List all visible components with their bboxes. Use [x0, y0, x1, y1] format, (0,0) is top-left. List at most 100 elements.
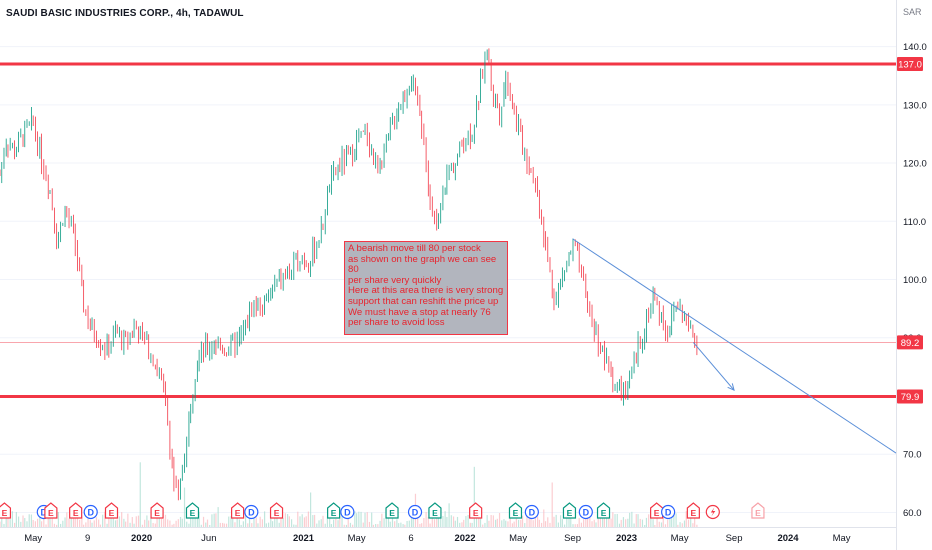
marker-label: D: [248, 507, 255, 517]
dividend-marker[interactable]: D: [83, 504, 98, 520]
split-marker[interactable]: [705, 504, 720, 520]
volume-bar: [110, 512, 112, 527]
volume-bar: [14, 522, 16, 527]
earnings-marker[interactable]: E: [269, 502, 284, 519]
horizontal-levels[interactable]: [0, 62, 896, 399]
volume-bar: [171, 524, 173, 527]
volume-bar: [549, 522, 551, 527]
volume-bar: [580, 522, 583, 527]
dividend-marker[interactable]: D: [661, 504, 676, 520]
volume-bar: [206, 519, 209, 527]
volume-bar: [421, 523, 423, 527]
volume-bar: [629, 512, 631, 527]
volume-bar: [423, 518, 425, 527]
y-tick-label: 110.0: [903, 217, 926, 228]
volume-bar: [482, 524, 484, 527]
symbol-title[interactable]: SAUDI BASIC INDUSTRIES CORP., 4h, TADAWU…: [6, 8, 244, 19]
earnings-marker[interactable]: E: [596, 502, 611, 519]
price-axis[interactable]: SAR60.070.080.090.0100.0110.0120.0130.01…: [896, 0, 932, 550]
x-tick-label: May: [348, 533, 366, 544]
volume-bar: [377, 524, 379, 527]
volume-bar: [194, 516, 196, 527]
earnings-marker[interactable]: E: [150, 502, 164, 519]
dividend-marker[interactable]: D: [244, 504, 259, 520]
volume-bar: [612, 512, 614, 527]
annotation-note[interactable]: A bearish move till 80 per stock as show…: [344, 241, 508, 335]
volume-bar: [270, 514, 272, 527]
dividend-marker[interactable]: D: [524, 504, 539, 520]
volume-bar: [175, 520, 177, 527]
volume-bar: [164, 514, 167, 527]
time-axis[interactable]: May 9 2020 Jun 2021 May 6 2022 May Sep 2023 May Sep 2…: [0, 527, 896, 545]
earnings-marker[interactable]: E: [69, 502, 83, 519]
earnings-marker[interactable]: E: [428, 502, 442, 519]
volume-bar: [349, 522, 352, 527]
earnings-marker[interactable]: E: [562, 502, 577, 519]
volume-bar: [213, 513, 215, 527]
earnings-marker[interactable]: E: [686, 502, 700, 519]
volume-bar: [57, 511, 60, 527]
volume-bar: [118, 516, 121, 527]
volume-bar: [509, 514, 511, 527]
price-label-box: [897, 389, 923, 404]
earnings-marker[interactable]: E: [327, 502, 341, 519]
volume-bar: [89, 520, 91, 527]
volume-bar: [329, 514, 331, 527]
volume-bar: [602, 514, 604, 527]
volume-bar: [574, 524, 576, 527]
volume-bar: [313, 514, 316, 527]
volume-bar: [0, 521, 1, 527]
dividend-marker[interactable]: D: [407, 504, 423, 520]
volume-bar: [501, 520, 503, 527]
dividend-marker[interactable]: D: [340, 504, 355, 520]
volume-bar: [406, 521, 408, 527]
volume-bar: [17, 516, 20, 527]
trendline: [572, 238, 897, 454]
earnings-marker[interactable]: E: [44, 502, 58, 519]
volume-bar: [53, 523, 56, 527]
projection-arrow: [692, 342, 735, 391]
volume-bar: [372, 524, 375, 527]
marker-shape: [327, 502, 341, 519]
earnings-marker[interactable]: E: [185, 502, 200, 519]
volume-bar: [356, 513, 358, 527]
x-tick-label: 6: [408, 533, 413, 544]
volume-bar: [177, 519, 179, 527]
dividend-marker[interactable]: D: [578, 504, 593, 520]
earnings-marker[interactable]: E: [385, 502, 399, 519]
volume-bar: [538, 519, 540, 527]
earnings-marker[interactable]: E: [469, 502, 483, 519]
volume-bar: [654, 524, 656, 527]
volume-bar: [354, 511, 356, 527]
volume-bar: [618, 523, 621, 527]
candles: [0, 48, 698, 501]
volume-bar: [211, 514, 213, 527]
volume-bar: [152, 522, 154, 527]
volume-bar: [517, 519, 520, 527]
marker-circle: [578, 504, 593, 520]
volume-bar: [221, 522, 224, 527]
volume-bar: [247, 523, 249, 527]
volume-bar: [633, 523, 635, 527]
volume-bar: [3, 523, 5, 527]
volume-bar: [160, 518, 163, 527]
drawings[interactable]: [572, 238, 897, 454]
volume-bar: [450, 515, 452, 527]
earnings-marker[interactable]: E: [231, 502, 245, 519]
earnings-marker[interactable]: E: [104, 502, 119, 519]
earnings-marker[interactable]: E: [508, 502, 523, 519]
volume-bar: [448, 503, 450, 527]
volume-bar: [68, 518, 70, 527]
volume-bar: [200, 524, 202, 527]
earnings-marker[interactable]: E: [0, 502, 12, 519]
earnings-marker[interactable]: E: [650, 502, 664, 519]
volume-bar: [219, 522, 221, 527]
volume-bar: [555, 514, 557, 527]
earnings-marker[interactable]: E: [751, 502, 765, 519]
volume-bar: [116, 519, 118, 527]
volume-bar: [183, 487, 186, 527]
x-tick-label: 2020: [131, 533, 152, 544]
volume-bar: [371, 512, 373, 527]
